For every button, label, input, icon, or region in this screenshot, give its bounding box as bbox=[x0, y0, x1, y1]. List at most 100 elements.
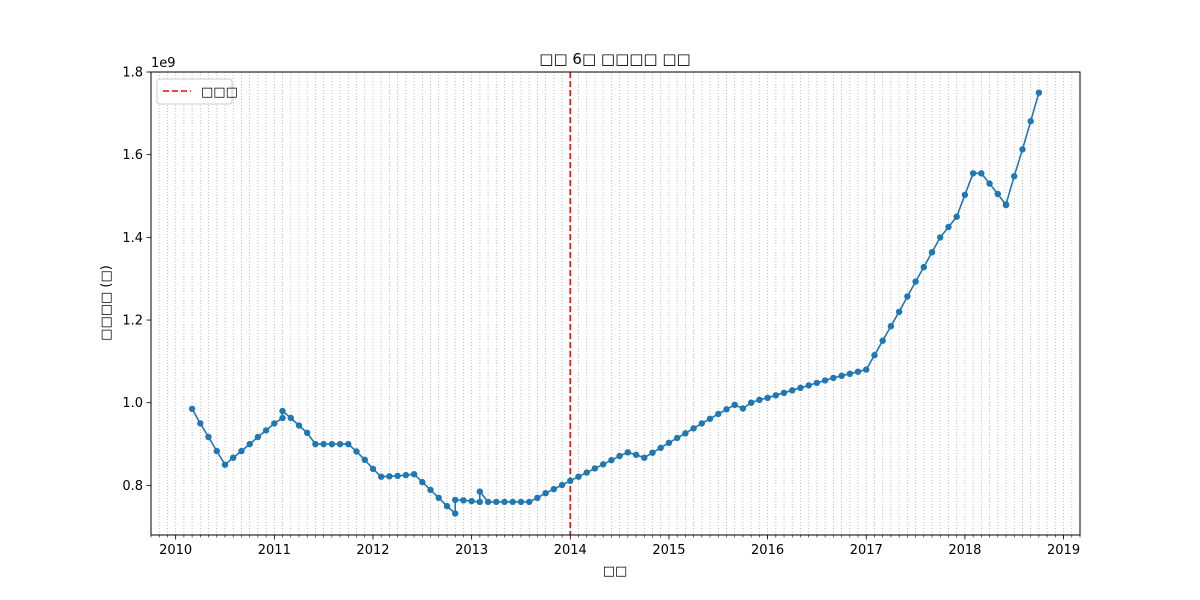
data-point bbox=[1011, 173, 1018, 180]
data-point bbox=[254, 433, 262, 441]
data-point bbox=[994, 190, 1001, 198]
data-point bbox=[723, 406, 730, 413]
data-point bbox=[460, 497, 467, 504]
legend: □□□ bbox=[156, 78, 238, 105]
data-point bbox=[600, 461, 607, 468]
data-point bbox=[427, 486, 434, 494]
data-point bbox=[509, 498, 516, 506]
y-tick-label: 1.0 bbox=[122, 396, 143, 411]
data-point bbox=[493, 498, 500, 506]
data-point bbox=[542, 490, 549, 497]
data-point bbox=[526, 498, 533, 506]
y-tick-label: 1.2 bbox=[122, 314, 143, 329]
data-point bbox=[558, 481, 566, 489]
y-tick-label: 1.4 bbox=[122, 231, 143, 246]
data-point bbox=[320, 440, 327, 448]
data-point bbox=[336, 440, 344, 448]
y-axis: 0.8 1.0 1.2 1.4 1.6 1.8 bbox=[122, 66, 151, 494]
data-point bbox=[986, 180, 993, 187]
data-point bbox=[764, 394, 771, 401]
data-point bbox=[394, 472, 401, 480]
x-tick-label: 2015 bbox=[652, 543, 685, 558]
data-point bbox=[534, 494, 541, 501]
data-point bbox=[698, 420, 705, 427]
data-point bbox=[961, 191, 969, 198]
x-tick-label: 2012 bbox=[356, 543, 389, 558]
data-point bbox=[846, 370, 853, 377]
data-point bbox=[1027, 118, 1034, 125]
x-tick-label: 2014 bbox=[554, 543, 587, 558]
data-point bbox=[419, 478, 426, 486]
data-point bbox=[567, 477, 574, 484]
data-point bbox=[756, 396, 763, 403]
data-point bbox=[641, 454, 648, 461]
data-point bbox=[715, 410, 722, 418]
data-point bbox=[361, 456, 368, 463]
y-tick-label: 0.8 bbox=[122, 479, 143, 494]
data-point bbox=[854, 368, 862, 375]
data-point bbox=[821, 377, 829, 384]
data-point bbox=[978, 170, 985, 177]
series-line bbox=[191, 92, 1040, 515]
data-point bbox=[690, 425, 697, 432]
data-point bbox=[386, 473, 393, 480]
data-point bbox=[1002, 201, 1010, 208]
data-point bbox=[616, 452, 623, 460]
data-point bbox=[295, 422, 303, 429]
data-point bbox=[1019, 146, 1026, 153]
data-point bbox=[262, 427, 270, 434]
data-point bbox=[665, 439, 673, 446]
data-point bbox=[246, 440, 253, 448]
data-point bbox=[402, 471, 410, 479]
data-point bbox=[517, 498, 525, 506]
data-point bbox=[937, 234, 944, 241]
data-point bbox=[230, 454, 237, 461]
x-tick-label: 2013 bbox=[455, 543, 488, 558]
data-point bbox=[271, 420, 278, 427]
data-point bbox=[188, 405, 196, 413]
data-point bbox=[238, 447, 245, 455]
data-point bbox=[369, 465, 377, 473]
data-point bbox=[920, 263, 927, 271]
data-point bbox=[550, 485, 557, 493]
data-point bbox=[953, 213, 960, 220]
data-point bbox=[205, 433, 212, 441]
data-point bbox=[797, 384, 804, 391]
data-point bbox=[682, 430, 689, 437]
data-point bbox=[706, 415, 714, 422]
data-point bbox=[435, 494, 442, 501]
x-axis: 2010 2011 2012 2013 2014 2015 2016 2017 2018 2019 bbox=[150, 535, 1081, 558]
data-point bbox=[452, 510, 459, 517]
data-point bbox=[879, 337, 886, 344]
data-point bbox=[838, 372, 845, 379]
data-point bbox=[312, 440, 319, 448]
data-point bbox=[649, 449, 656, 456]
data-point bbox=[805, 382, 812, 389]
data-point bbox=[197, 420, 204, 427]
data-point bbox=[830, 374, 837, 382]
data-point bbox=[476, 498, 483, 506]
data-point bbox=[304, 429, 311, 437]
data-point bbox=[624, 449, 631, 456]
data-point bbox=[772, 392, 779, 399]
data-point bbox=[410, 471, 418, 478]
data-point bbox=[583, 469, 590, 476]
chart-title: □□ 6□ □□□□ □□ bbox=[539, 50, 690, 68]
data-point bbox=[443, 502, 451, 510]
y-axis-offset-label: 1e9 bbox=[151, 56, 176, 71]
data-point bbox=[928, 249, 936, 256]
data-point bbox=[476, 488, 483, 495]
data-point bbox=[632, 451, 640, 458]
x-axis-label: □□ bbox=[603, 564, 628, 579]
data-point bbox=[353, 448, 360, 455]
data-point bbox=[895, 308, 903, 315]
x-tick-label: 2010 bbox=[159, 543, 192, 558]
data-point bbox=[813, 379, 821, 387]
data-point bbox=[279, 414, 286, 422]
data-point bbox=[674, 434, 681, 442]
grid bbox=[150, 72, 1081, 535]
y-tick-label: 1.8 bbox=[122, 66, 143, 81]
data-point bbox=[739, 405, 747, 412]
data-point bbox=[287, 414, 294, 422]
